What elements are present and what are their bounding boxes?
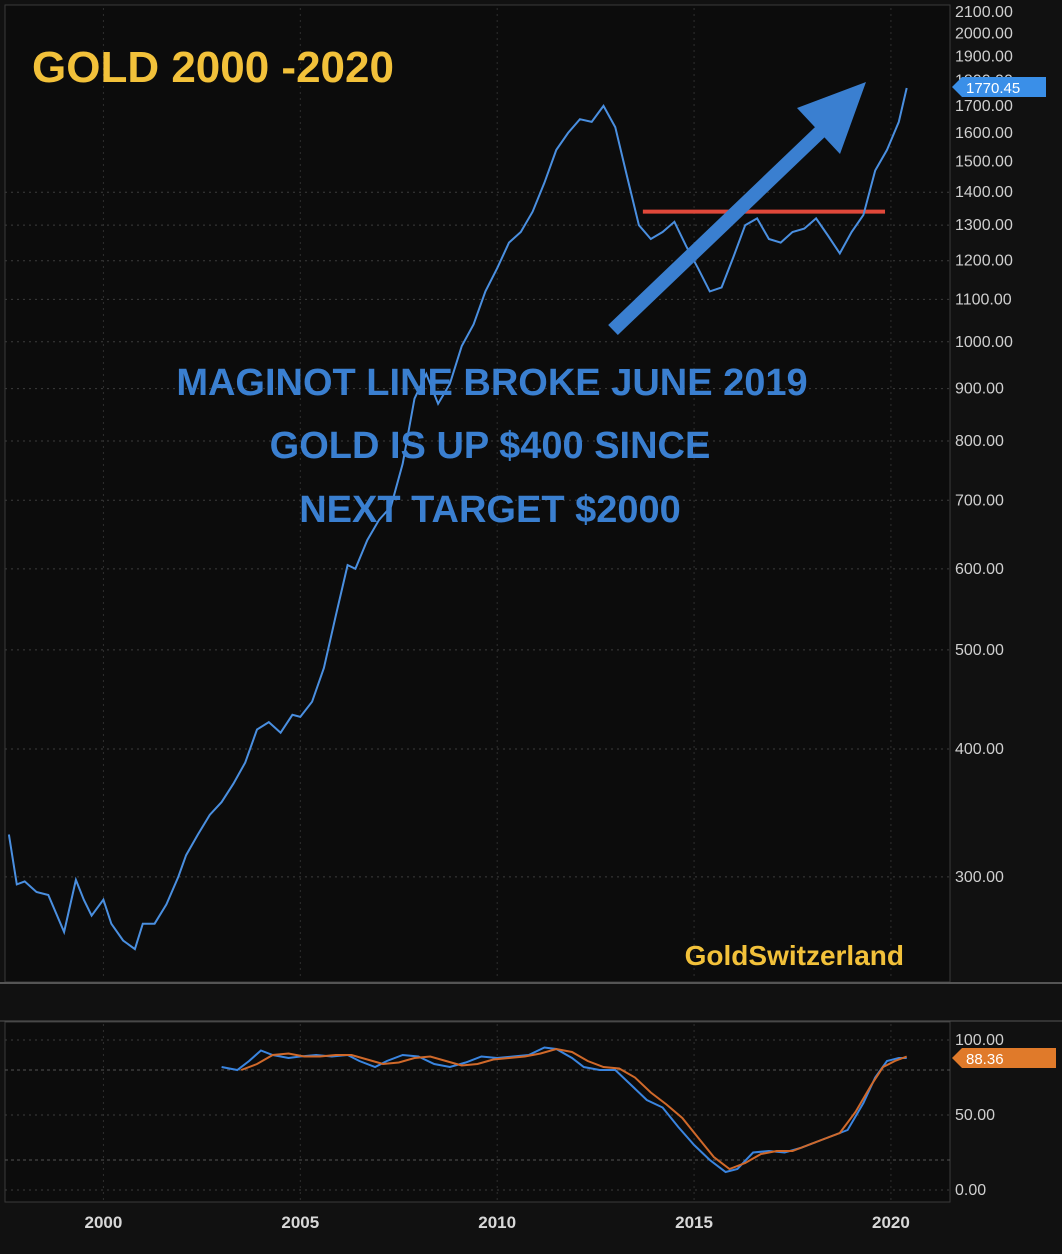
annotation-line-2: GOLD IS UP $400 SINCE bbox=[270, 425, 711, 467]
y-tick-label: 1200.00 bbox=[955, 253, 1013, 270]
y-tick-label: 1500.00 bbox=[955, 154, 1013, 171]
y-tick-label: 700.00 bbox=[955, 492, 1004, 509]
indicator-panel bbox=[4, 1021, 951, 1203]
trend-arrow bbox=[608, 82, 866, 336]
trend-arrow-shaft bbox=[608, 126, 825, 336]
indicator-value-tag: 88.36 bbox=[952, 1048, 1056, 1068]
annotation-line-1: MAGINOT LINE BROKE JUNE 2019 bbox=[176, 362, 807, 404]
indicator-y-tick-label: 100.00 bbox=[955, 1032, 1004, 1049]
main-y-axis: 2100.002000.001900.001800.001700.001600.… bbox=[955, 4, 1013, 886]
y-tick-label: 1100.00 bbox=[955, 291, 1012, 308]
indicator-y-axis: 100.00 50.00 0.00 bbox=[955, 1032, 1004, 1199]
y-tick-label: 300.00 bbox=[955, 869, 1004, 886]
y-tick-label: 1600.00 bbox=[955, 125, 1013, 142]
last-price-tag-shape bbox=[952, 77, 1046, 97]
chart-title: GOLD 2000 -2020 bbox=[32, 43, 394, 92]
x-tick-label: 2020 bbox=[872, 1213, 910, 1232]
y-tick-label: 900.00 bbox=[955, 381, 1004, 398]
x-axis: 2000 2005 2010 2015 2020 bbox=[85, 8, 910, 1232]
gold-price-line bbox=[7, 87, 908, 951]
y-tick-label: 2000.00 bbox=[955, 26, 1013, 43]
last-price-tag: 1770.45 bbox=[952, 77, 1046, 97]
y-tick-label: 800.00 bbox=[955, 433, 1004, 450]
y-tick-label: 1700.00 bbox=[955, 98, 1013, 115]
y-tick-label: 400.00 bbox=[955, 741, 1004, 758]
y-tick-label: 2100.00 bbox=[955, 4, 1013, 21]
x-tick-label: 2010 bbox=[478, 1213, 516, 1232]
main-grid bbox=[5, 191, 950, 878]
indicator-grid bbox=[5, 1039, 950, 1191]
x-tick-label: 2005 bbox=[281, 1213, 319, 1232]
indicator-y-tick-label: 0.00 bbox=[955, 1182, 986, 1199]
indicator-value-tag-shape bbox=[952, 1048, 1056, 1068]
x-tick-label: 2000 bbox=[85, 1213, 123, 1232]
trend-arrow-head bbox=[797, 82, 866, 154]
y-tick-label: 1300.00 bbox=[955, 217, 1013, 234]
indicator-line-orange bbox=[240, 1047, 908, 1171]
y-tick-label: 1900.00 bbox=[955, 48, 1013, 65]
y-tick-label: 1400.00 bbox=[955, 184, 1013, 201]
y-tick-label: 1000.00 bbox=[955, 334, 1013, 351]
brand-label: GoldSwitzerland bbox=[685, 940, 904, 971]
y-tick-label: 500.00 bbox=[955, 642, 1004, 659]
annotation-line-3: NEXT TARGET $2000 bbox=[299, 489, 681, 531]
x-tick-label: 2015 bbox=[675, 1213, 713, 1232]
indicator-value-tag-value: 88.36 bbox=[966, 1051, 1004, 1068]
indicator-y-tick-label: 50.00 bbox=[955, 1107, 995, 1124]
last-price-tag-value: 1770.45 bbox=[966, 80, 1020, 97]
y-tick-label: 600.00 bbox=[955, 561, 1004, 578]
